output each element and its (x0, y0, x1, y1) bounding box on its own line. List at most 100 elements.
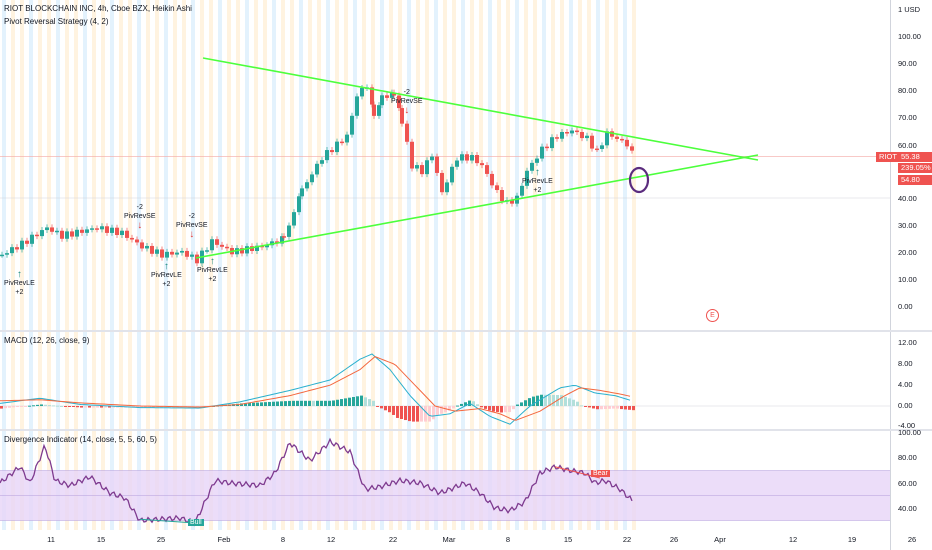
session-strip (137, 0, 141, 330)
session-strip (272, 332, 276, 429)
divergence-legend[interactable]: Divergence Indicator (14, close, 5, 5, 6… (4, 435, 157, 444)
session-strip (20, 332, 24, 429)
macd-tick: 8.00 (898, 359, 913, 368)
macd-histogram-bar (304, 400, 307, 406)
macd-histogram-bar (148, 406, 151, 408)
session-strip (506, 0, 510, 330)
price-tick: 80.00 (898, 86, 917, 95)
macd-histogram-bar (600, 406, 603, 410)
session-strip (218, 0, 222, 330)
price-tick: 70.00 (898, 113, 917, 122)
session-strip (344, 0, 348, 330)
macd-histogram-bar (140, 406, 143, 408)
macd-histogram-bar (364, 397, 367, 406)
macd-histogram-bar (248, 402, 251, 406)
earnings-icon[interactable]: E (706, 309, 719, 322)
macd-histogram-bar (368, 399, 371, 406)
candle-body (360, 87, 364, 97)
macd-histogram-bar (408, 406, 411, 422)
session-strip (479, 332, 483, 429)
pane-separator[interactable] (0, 429, 932, 431)
macd-histogram-bar (360, 395, 363, 406)
signal-line (0, 356, 631, 421)
macd-histogram-bar (548, 394, 551, 406)
candle-body (100, 226, 104, 230)
session-strip (227, 332, 231, 429)
session-strip (398, 332, 402, 429)
session-strip (533, 0, 537, 330)
candle-body (355, 96, 359, 116)
candle-body (485, 165, 489, 174)
session-strip (533, 332, 537, 429)
session-strip (74, 332, 78, 429)
macd-histogram-bar (612, 406, 615, 409)
macd-histogram-bar (464, 402, 467, 406)
candle-body (165, 251, 169, 258)
session-strip (92, 332, 96, 429)
session-strip (38, 332, 42, 429)
session-strip (200, 0, 204, 330)
divergence-axis[interactable]: 100.00 80.00 60.00 40.00 (893, 428, 932, 530)
time-axis[interactable]: 11 15 25 Feb 8 12 22 Mar 8 15 22 26 Apr … (0, 532, 916, 550)
session-strip (101, 332, 105, 429)
macd-histogram-bar (604, 406, 607, 410)
candle-body (85, 229, 89, 233)
session-strip (128, 332, 132, 429)
session-strip (2, 332, 6, 429)
session-strip (281, 332, 285, 429)
candle-body (615, 136, 619, 139)
strategy-legend[interactable]: Pivot Reversal Strategy (4, 2) (4, 17, 109, 26)
price-axis[interactable]: 1 USD 100.00 90.00 80.00 70.00 60.00 40.… (893, 0, 932, 330)
candle-body (630, 146, 634, 151)
candle-body (95, 228, 99, 230)
candle-body (545, 146, 549, 149)
price-tick: 40.00 (898, 194, 917, 203)
macd-tick: 4.00 (898, 380, 913, 389)
session-strip (29, 332, 33, 429)
macd-histogram-bar (384, 406, 387, 411)
candle-body (525, 170, 529, 186)
macd-histogram-bar (584, 406, 587, 407)
macd-histogram-bar (452, 406, 455, 409)
signal-label: PivRevLE (4, 280, 35, 287)
candle-body (315, 163, 319, 175)
candle-body (575, 130, 579, 133)
candle-body (115, 227, 119, 236)
macd-histogram-bar (328, 400, 331, 406)
symbol-title[interactable]: RIOT BLOCKCHAIN INC, 4h, Cboe BZX, Heiki… (4, 4, 192, 13)
candle-body (130, 237, 134, 240)
candle-body (105, 226, 109, 233)
macd-pane[interactable]: MACD (12, 26, close, 9) (0, 332, 890, 429)
price-tick: 30.00 (898, 221, 917, 230)
up-arrow-icon: ↑ (16, 269, 22, 280)
divergence-pane[interactable]: Divergence Indicator (14, close, 5, 5, 6… (0, 431, 890, 530)
macd-legend[interactable]: MACD (12, 26, close, 9) (4, 336, 90, 345)
session-strip (362, 332, 366, 429)
price-chart-pane[interactable]: RIOT BLOCKCHAIN INC, 4h, Cboe BZX, Heiki… (0, 0, 890, 330)
candle-body (320, 160, 324, 164)
candle-body (280, 236, 284, 244)
time-tick: 12 (788, 535, 798, 544)
candle-body (600, 145, 604, 149)
session-strip (47, 0, 51, 330)
candle-body (140, 242, 144, 249)
macd-histogram-bar (256, 402, 259, 406)
session-strip (524, 0, 528, 330)
macd-histogram-bar (460, 403, 463, 406)
macd-histogram-bar (64, 406, 67, 407)
time-tick: 22 (388, 535, 398, 544)
session-strip (461, 332, 465, 429)
macd-axis[interactable]: 12.00 8.00 4.00 0.00 -4.00 (893, 332, 932, 430)
macd-histogram-bar (568, 398, 571, 406)
macd-histogram-bar (344, 398, 347, 406)
candle-body (5, 253, 9, 255)
candle-body (460, 154, 464, 161)
signal-qty: -2 (188, 213, 195, 220)
bear-label: Bear (591, 470, 610, 477)
session-strip (632, 332, 636, 429)
macd-histogram-bar (468, 400, 471, 406)
macd-histogram-bar (500, 406, 503, 413)
pane-separator[interactable] (0, 330, 932, 332)
macd-histogram-bar (356, 396, 359, 406)
macd-histogram-bar (316, 400, 319, 406)
